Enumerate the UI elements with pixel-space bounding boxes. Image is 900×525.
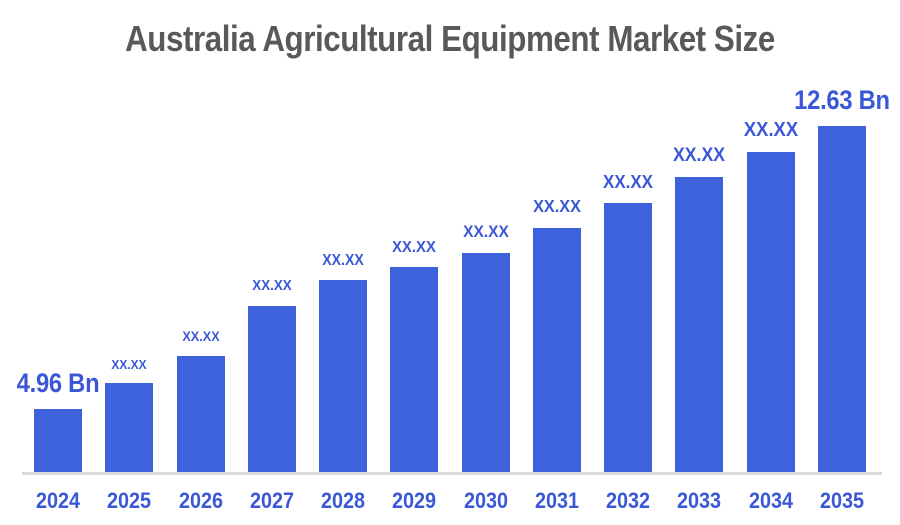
bar-2029	[390, 267, 439, 472]
bar-value-label: XX.XX	[111, 357, 147, 372]
bar-2030	[461, 253, 510, 472]
x-axis-label: 2034	[748, 488, 793, 513]
bar-2027	[247, 306, 296, 472]
x-axis-label: 2028	[321, 488, 366, 513]
bar-value-label: XX.XX	[392, 237, 437, 256]
chart-title: Australia Agricultural Equipment Market …	[125, 18, 775, 59]
bar-2033	[675, 177, 724, 472]
bar-2031	[532, 228, 581, 472]
bar-2026	[176, 356, 225, 472]
bar-2032	[604, 203, 653, 472]
x-axis-label: 2025	[107, 488, 152, 513]
x-axis-label: 2032	[606, 488, 651, 513]
bar-2034	[746, 152, 795, 472]
x-axis-label: 2031	[534, 488, 579, 513]
x-axis-label: 2027	[249, 488, 294, 513]
bar-value-label: XX.XX	[252, 278, 292, 295]
x-axis-label: 2024	[35, 488, 81, 513]
bar-2035	[817, 126, 866, 472]
bar-value-label: XX.XX	[603, 170, 654, 192]
x-axis-label: 2035	[819, 488, 864, 513]
x-axis-line	[22, 472, 882, 475]
bar-value-label: 12.63 Bn	[794, 85, 890, 115]
bar-value-label: XX.XX	[673, 144, 726, 166]
bar-value-label: XX.XX	[532, 196, 581, 217]
bar-value-label: XX.XX	[181, 329, 220, 345]
x-axis-label: 2029	[392, 488, 437, 513]
x-axis-label: 2026	[178, 488, 223, 513]
bar-2028	[319, 280, 368, 472]
x-axis-label: 2030	[463, 488, 508, 513]
bar-value-label: XX.XX	[322, 251, 364, 269]
bar-value-label: XX.XX	[743, 119, 798, 141]
bar-value-label: 4.96 Bn	[16, 368, 100, 398]
x-axis-label: 2033	[677, 488, 722, 513]
bar-value-label: XX.XX	[462, 222, 509, 242]
bar-2025	[105, 383, 154, 472]
bar-2024	[34, 409, 82, 472]
